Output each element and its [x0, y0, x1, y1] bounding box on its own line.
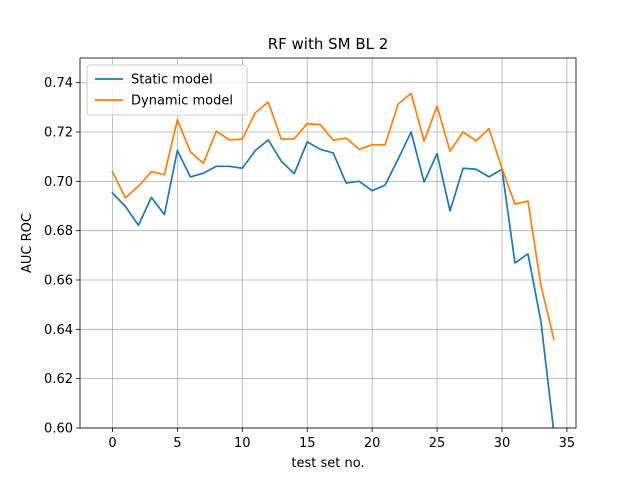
x-tick-label: 15: [299, 436, 316, 451]
y-tick-label: 0.68: [44, 224, 73, 239]
series-line-static-model: [111, 131, 555, 428]
legend-box: [86, 64, 248, 116]
x-tick-label: 35: [559, 436, 576, 451]
legend-label: Dynamic model: [131, 94, 233, 109]
x-tick-label: 5: [173, 436, 181, 451]
x-axis-label: test set no.: [291, 456, 364, 471]
y-tick-label: 0.74: [44, 76, 73, 91]
chart-title: RF with SM BL 2: [268, 35, 389, 53]
y-tick-label: 0.72: [44, 126, 73, 141]
y-tick-label: 0.62: [44, 372, 73, 387]
legend-label: Static model: [131, 73, 213, 88]
series-lines: [111, 92, 555, 428]
y-tick-label: 0.64: [44, 323, 73, 338]
y-tick-label: 0.70: [44, 175, 73, 190]
axis-ticks: 0 5 10 15 20 25 30 35 0.60 0.62 0.64 0.66 0.68 0.70 0.…: [44, 76, 575, 451]
legend: Static model Dynamic model: [86, 64, 248, 116]
x-tick-label: 30: [494, 436, 511, 451]
plot-area-frame: [79, 57, 577, 429]
y-tick-label: 0.66: [44, 274, 73, 289]
x-tick-label: 20: [364, 436, 381, 451]
y-axis-label: AUC ROC: [20, 213, 35, 273]
series-line-dynamic-model: [111, 92, 555, 341]
x-tick-label: 0: [108, 436, 116, 451]
y-tick-label: 0.60: [44, 422, 73, 437]
x-tick-label: 10: [234, 436, 251, 451]
x-tick-label: 25: [429, 436, 446, 451]
